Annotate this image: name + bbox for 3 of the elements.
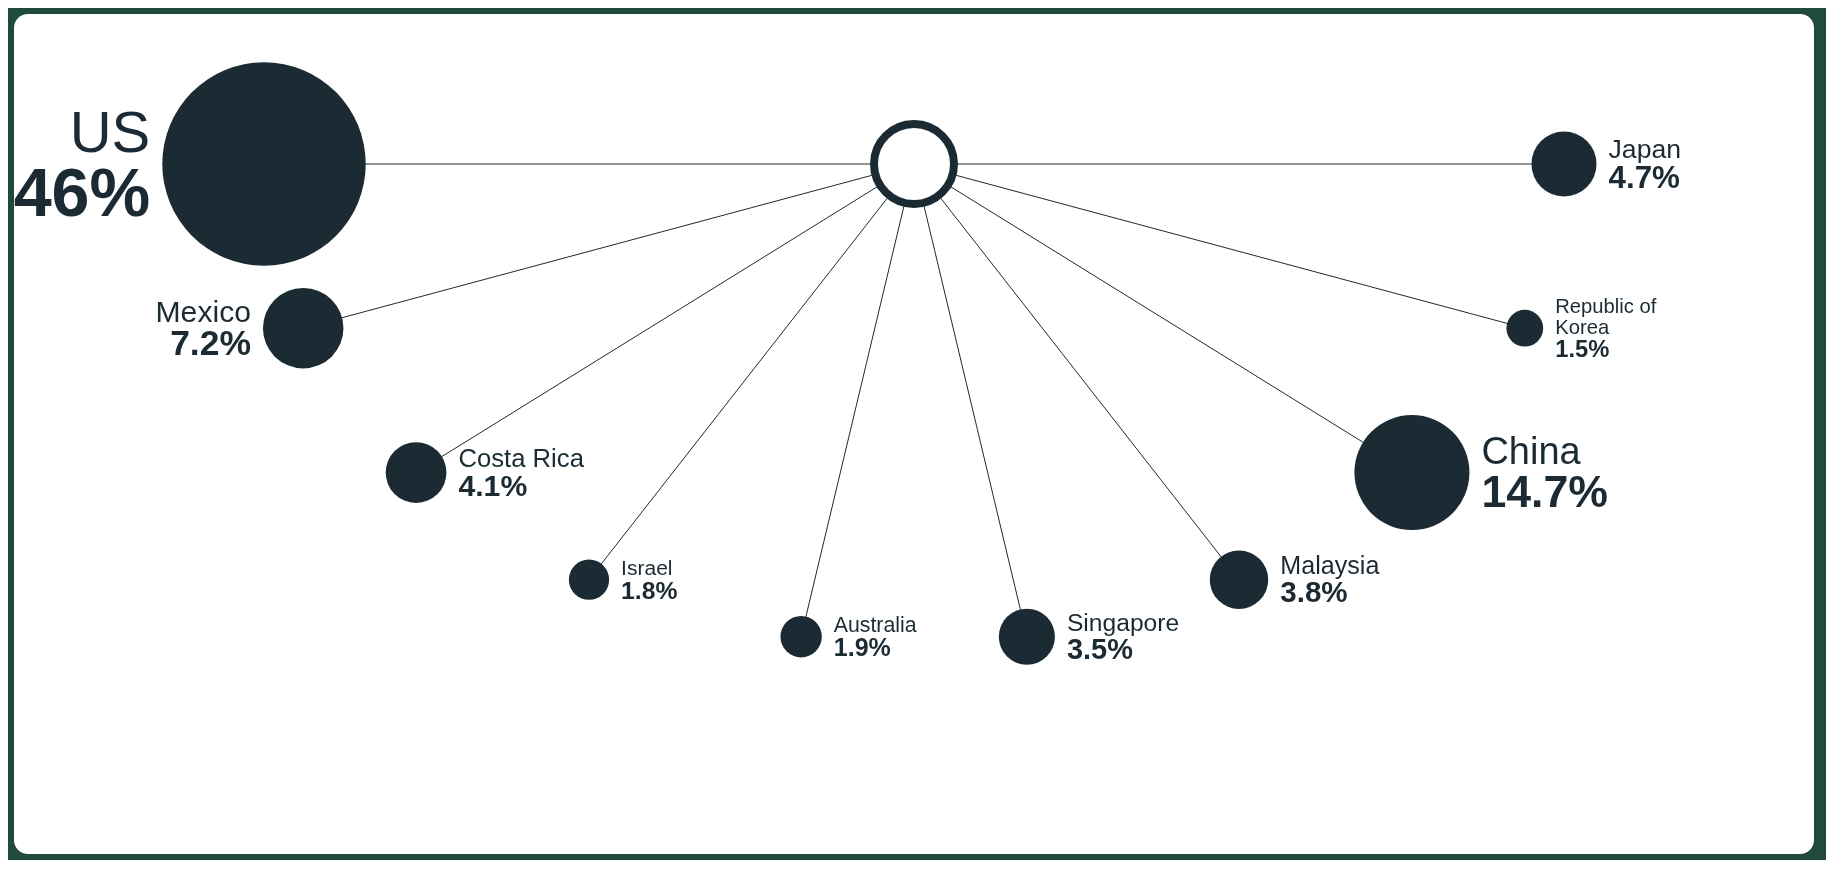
category-label: Singapore [1066, 609, 1180, 637]
category-label: Japan [1608, 134, 1682, 165]
category-label: Malaysia [1280, 551, 1380, 580]
